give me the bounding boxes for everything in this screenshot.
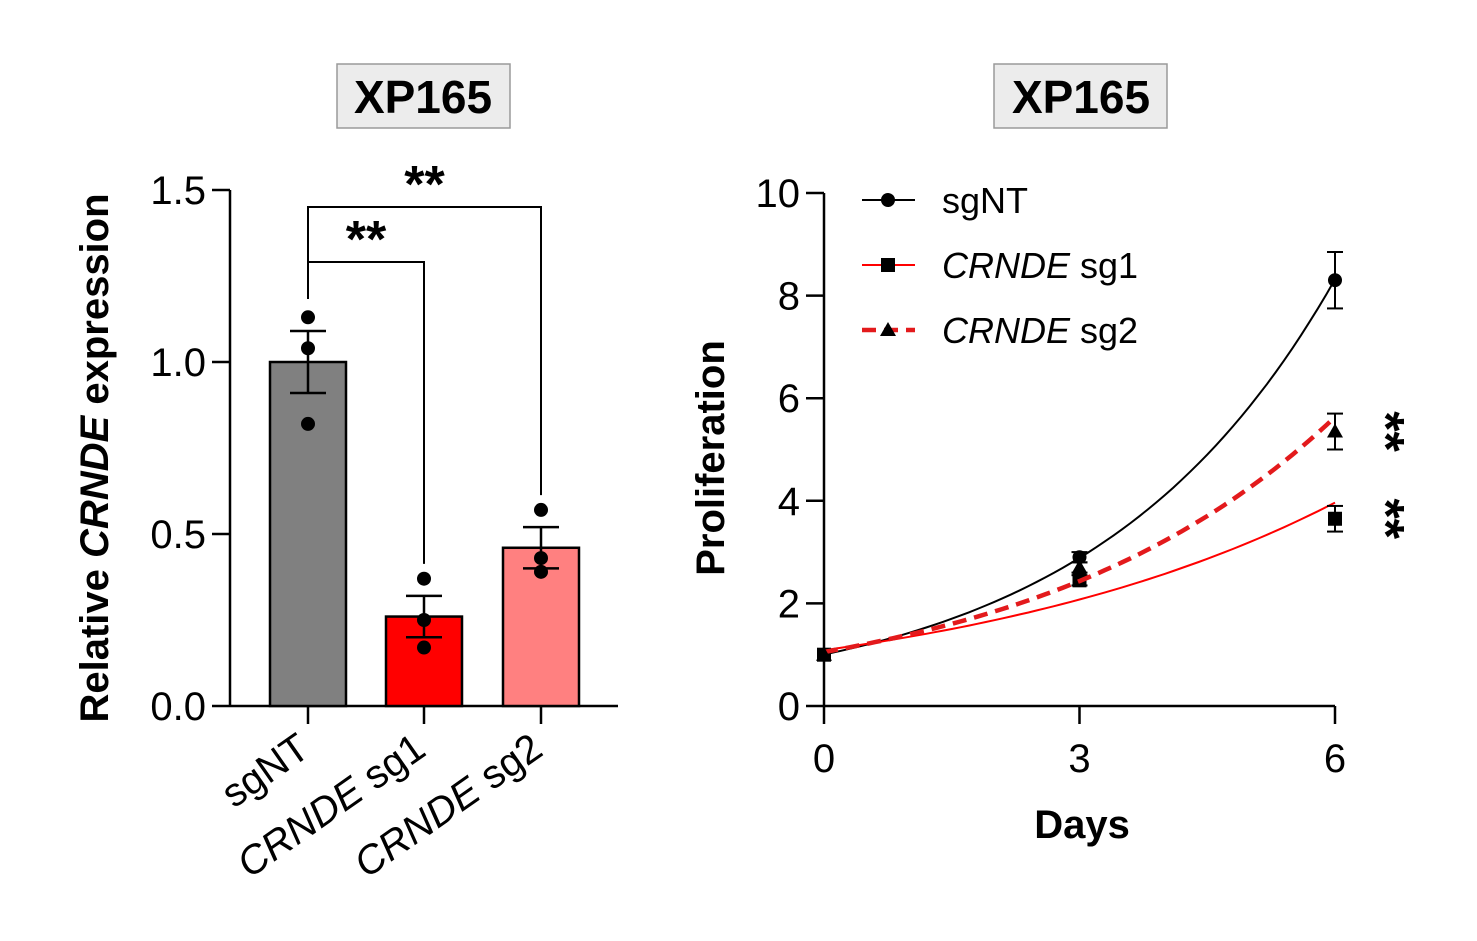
significance-bracket [307,206,542,496]
line-chart-y-axis-label: Proliferation [689,340,733,576]
data-point [534,551,548,566]
marker-triangle [880,322,896,336]
bar-y-tick-label: 1.5 [150,169,206,213]
line-x-tick-label: 0 [813,737,835,781]
data-point [301,416,315,431]
data-point [417,613,431,627]
bar [268,360,348,708]
line-plot-area: 0 2 4 6 8 10 0 3 6 ** ** [756,172,1415,781]
line-chart-title: XP165 [1012,71,1150,123]
marker-triangle [1327,423,1343,438]
bar-chart-title-box [336,63,511,129]
marker-circle [1072,550,1087,565]
bar-chart-title: XP165 [354,71,492,123]
line-y-tick-label: 8 [778,275,800,319]
line-y-tick-label: 10 [756,172,801,216]
bar-y-tick-label: 0.5 [150,513,206,557]
line-chart-title-box [993,63,1168,129]
ylabel-prefix: Relative [73,558,117,723]
legend-italic: CRNDE [942,310,1071,351]
marker-triangle [816,646,832,661]
legend-label: CRNDE sg2 [942,310,1138,351]
marker-square [1328,511,1342,526]
bar-chart: XP165 Relative CRNDE expression 0.0 0.5 1.… [73,63,618,886]
line-y-tick-label: 6 [778,377,800,421]
data-point [417,640,431,655]
bar-chart-y-axis-label: Relative CRNDE expression [73,193,117,722]
line-y-tick-label: 2 [778,582,800,626]
line-y-tick-label: 0 [778,685,800,729]
line-x-tick-label: 3 [1068,737,1090,781]
marker-circle [881,193,895,207]
data-point [417,571,431,586]
legend-plain: sg1 [1070,245,1138,286]
significance-label: ** [346,211,387,269]
legend-label: CRNDE sg1 [942,245,1138,286]
ylabel-italic: CRNDE [73,414,117,558]
legend-plain: sg2 [1070,310,1138,351]
line-x-tick-label: 6 [1324,737,1346,781]
significance-label: ** [1356,411,1414,452]
data-point [534,502,548,517]
marker-circle [1328,273,1342,288]
data-point [301,310,315,325]
legend-italic: CRNDE [942,245,1071,286]
line-chart-x-axis-label: Days [1034,803,1130,847]
legend-label: sgNT [942,180,1028,221]
line-y-tick-label: 4 [778,480,800,524]
data-point [534,564,548,579]
bar-y-tick-label: 0.0 [150,685,206,729]
marker-square [881,258,895,272]
series-line [823,415,1337,655]
bar-y-tick-label: 1.0 [150,341,206,385]
marker-triangle [1071,559,1088,574]
data-point [301,341,315,356]
ylabel-suffix: expression [73,193,117,415]
significance-label: ** [404,156,445,214]
series-line [823,501,1336,652]
significance-label: ** [1356,499,1414,540]
legend-plain: sgNT [942,180,1028,221]
